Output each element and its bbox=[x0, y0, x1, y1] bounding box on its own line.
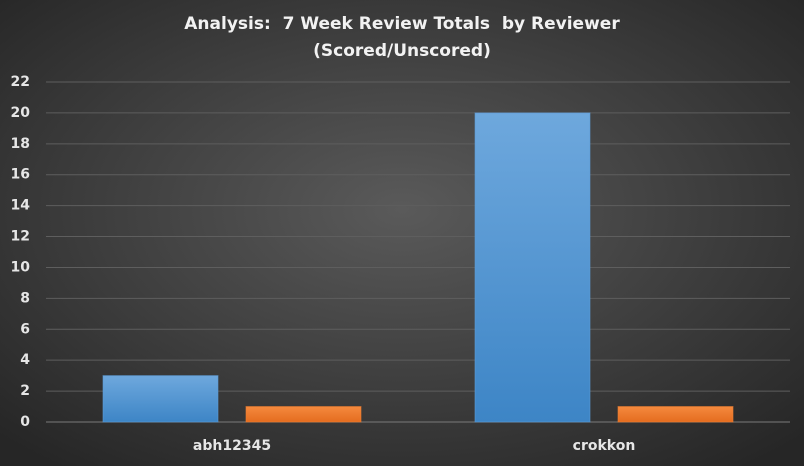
y-tick-label: 12 bbox=[11, 229, 30, 245]
x-tick-label: crokkon bbox=[573, 438, 636, 454]
y-tick-label: 4 bbox=[20, 352, 30, 368]
y-tick-label: 2 bbox=[20, 383, 30, 399]
y-tick-label: 10 bbox=[11, 259, 31, 275]
y-tick-label: 0 bbox=[20, 414, 30, 430]
y-tick-label: 14 bbox=[11, 198, 31, 214]
y-tick-label: 6 bbox=[20, 321, 30, 337]
chart-title: Analysis: 7 Week Review Totals by Review… bbox=[184, 14, 620, 34]
bar bbox=[245, 406, 362, 423]
x-tick-label: abh12345 bbox=[193, 438, 271, 454]
bar bbox=[102, 375, 219, 423]
bar bbox=[474, 112, 591, 423]
y-tick-label: 18 bbox=[11, 136, 30, 152]
chart-subtitle: (Scored/Unscored) bbox=[313, 41, 491, 61]
y-tick-label: 20 bbox=[11, 105, 31, 121]
y-tick-label: 16 bbox=[11, 167, 30, 183]
y-tick-label: 8 bbox=[20, 290, 30, 306]
bar bbox=[617, 406, 734, 423]
y-tick-label: 22 bbox=[11, 74, 30, 90]
